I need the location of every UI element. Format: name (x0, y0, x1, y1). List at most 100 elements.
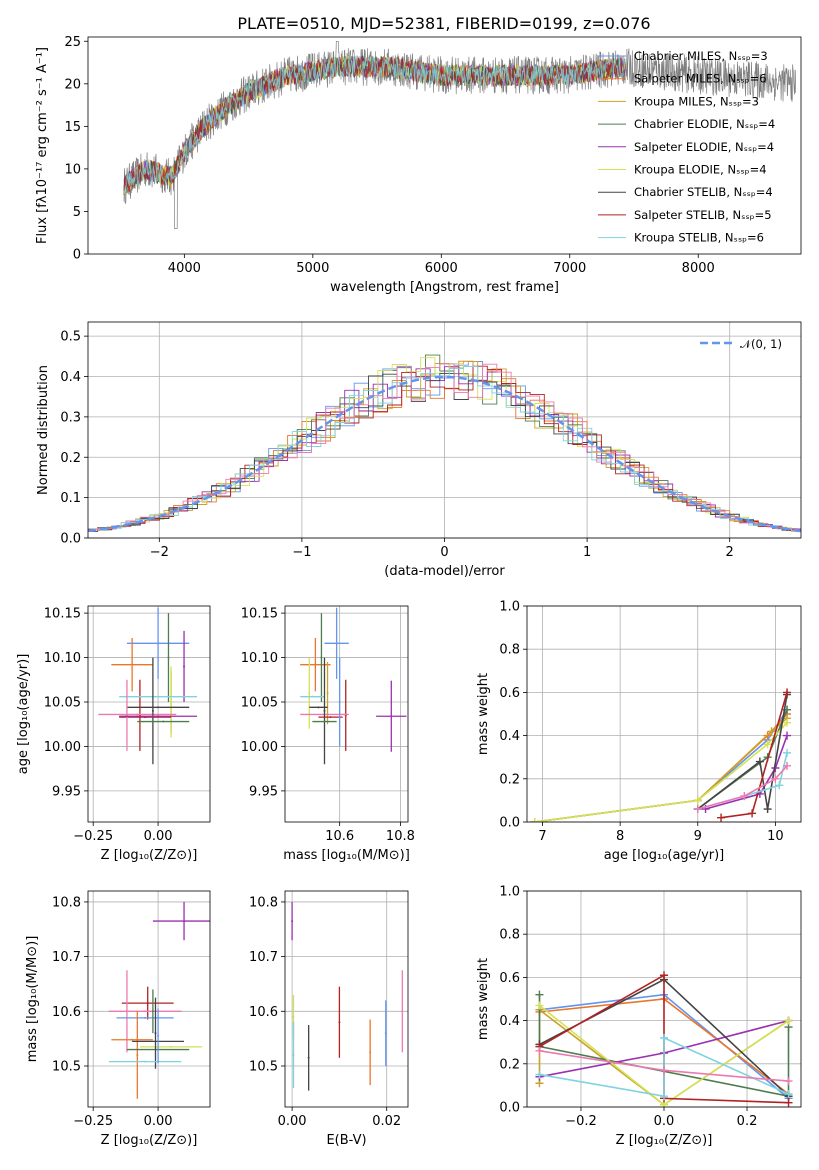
panel-mass_vs_ebv: 0.00 0.02 10.5 10.6 10.7 10.8 E(B-V) (249, 890, 409, 1148)
y-tick-label: 0.1 (60, 491, 81, 506)
x-tick-label: 10.8 (386, 829, 415, 844)
y-axis-label: mass [log₁₀(M/M⊙)] (25, 936, 40, 1063)
y-tick-label: 10.10 (241, 651, 278, 666)
error-bar-point (384, 1000, 387, 1066)
x-axis-label: age [log₁₀(age/yr)] (604, 848, 725, 863)
plus-marker (763, 740, 772, 749)
error-bar-point (300, 638, 331, 692)
data-point (131, 1038, 134, 1041)
data-point (292, 1054, 295, 1057)
plus-marker (784, 1090, 793, 1099)
plus-marker (783, 688, 792, 697)
data-point (329, 716, 332, 719)
y-tick-label: 10.7 (249, 950, 278, 965)
legend-entry: Chabrier MILES, Nₛₛₚ=3 (634, 49, 768, 63)
axes-frame (87, 321, 802, 539)
x-tick-label: 0.2 (737, 1114, 758, 1129)
error-bar-point (318, 716, 343, 719)
y-tick-label: 10.15 (44, 607, 81, 622)
y-tick-label: 10.5 (52, 1059, 81, 1074)
x-tick-label: −0.25 (73, 829, 113, 844)
data-point (401, 1010, 404, 1013)
data-point (320, 656, 323, 659)
x-tick-label: 2 (726, 545, 734, 560)
error-bar-point (121, 986, 174, 1020)
error-bar-point (111, 1038, 153, 1041)
y-tick-label: 0.5 (60, 330, 81, 345)
y-tick-label: 10.15 (241, 607, 278, 622)
data-point (317, 706, 320, 709)
y-tick-label: 10.8 (249, 895, 278, 910)
error-bar-point (126, 706, 190, 709)
plus-marker (693, 796, 702, 805)
data-point (170, 701, 173, 703)
plus-marker (767, 727, 776, 736)
data-point (144, 1016, 147, 1019)
axes-frame (526, 890, 802, 1108)
legend-entry: Salpeter ELODIE, Nₛₛₚ=4 (634, 140, 774, 154)
y-tick-label: 0.2 (499, 1057, 520, 1072)
plus-marker (783, 748, 792, 757)
x-axis-label: Z [log₁₀(Z/Z⊙)] (616, 1133, 713, 1148)
axes-frame (284, 605, 409, 823)
y-tick-label: 10.5 (249, 1059, 278, 1074)
y-tick-label: 9.95 (52, 784, 81, 799)
plus-marker (535, 1070, 544, 1079)
data-point (384, 1032, 387, 1035)
spectrum-legend: Chabrier MILES, Nₛₛₚ=3 Salpeter MILES, Nₛ… (598, 49, 775, 245)
x-tick-label: 8000 (682, 261, 715, 276)
error-bar-point (116, 1016, 174, 1019)
legend-entry: Chabrier ELODIE, Nₛₛₚ=4 (634, 117, 775, 131)
error-bar-point (167, 613, 170, 702)
x-tick-label: 0.00 (144, 829, 173, 844)
axes-frame (87, 890, 211, 1108)
error-bar-point (324, 607, 349, 679)
x-axis-label: Z [log₁₀(Z/Z⊙)] (101, 1133, 198, 1148)
spectrum-model-line (123, 55, 626, 194)
error-bar-point (138, 679, 141, 751)
y-tick-label: 10.7 (52, 950, 81, 965)
plus-marker (535, 1001, 544, 1010)
y-tick-label: 10.10 (44, 651, 81, 666)
plus-marker (784, 1077, 793, 1086)
y-tick-label: 0.4 (499, 1014, 520, 1029)
plus-marker (660, 1066, 668, 1075)
y-tick-label: 10 (64, 162, 81, 177)
x-tick-label: 0.0 (654, 1114, 675, 1129)
legend-entry: Salpeter MILES, Nₛₛₚ=6 (634, 72, 767, 86)
data-point (335, 642, 338, 645)
data-point (167, 656, 170, 659)
error-bar-point (154, 997, 157, 1069)
plot-area-age_vs_Z (98, 607, 198, 765)
error-bar-point (108, 1010, 182, 1013)
grid-massweight_vs_age (527, 605, 801, 823)
legend-entry: Salpeter STELIB, Nₛₛₚ=5 (634, 208, 772, 222)
error-bar-point (137, 720, 190, 723)
plus-marker (740, 792, 749, 801)
data-point (136, 713, 139, 716)
x-axis-label: mass [log₁₀(M/M⊙)] (283, 848, 410, 863)
data-point (157, 695, 160, 698)
x-tick-label: 5000 (296, 261, 329, 276)
y-tick-label: 1.0 (499, 885, 520, 900)
panel-age_vs_mass: 10.6 10.8 9.95 10.00 10.05 10.10 10.15 mass [lo… (241, 605, 415, 863)
error-bar-point (401, 970, 404, 1053)
error-bar-point (151, 989, 154, 1034)
error-bar-point (157, 1008, 160, 1064)
error-bar-point (338, 657, 341, 747)
data-point (314, 663, 317, 666)
y-tick-label: 20 (64, 77, 81, 92)
plot-area-age_vs_mass (300, 607, 407, 765)
y-tick-label: 1.0 (499, 600, 520, 615)
panel-massweight_vs_age: 7 8 9 10 0.0 0.2 0.4 0.6 0.8 1.0 age [log₁₀(age/yr… (476, 600, 802, 863)
error-bar-point (151, 657, 154, 765)
y-tick-label: 0 (73, 248, 81, 263)
x-tick-label: 10 (767, 829, 784, 844)
x-tick-label: 10.6 (325, 829, 354, 844)
plus-marker (763, 805, 772, 814)
plus-marker (755, 757, 764, 766)
error-bar-point (308, 657, 311, 729)
y-tick-label: 10.6 (52, 1005, 81, 1020)
y-axis-label: mass weight (476, 673, 491, 755)
error-bar-point (338, 986, 341, 1058)
